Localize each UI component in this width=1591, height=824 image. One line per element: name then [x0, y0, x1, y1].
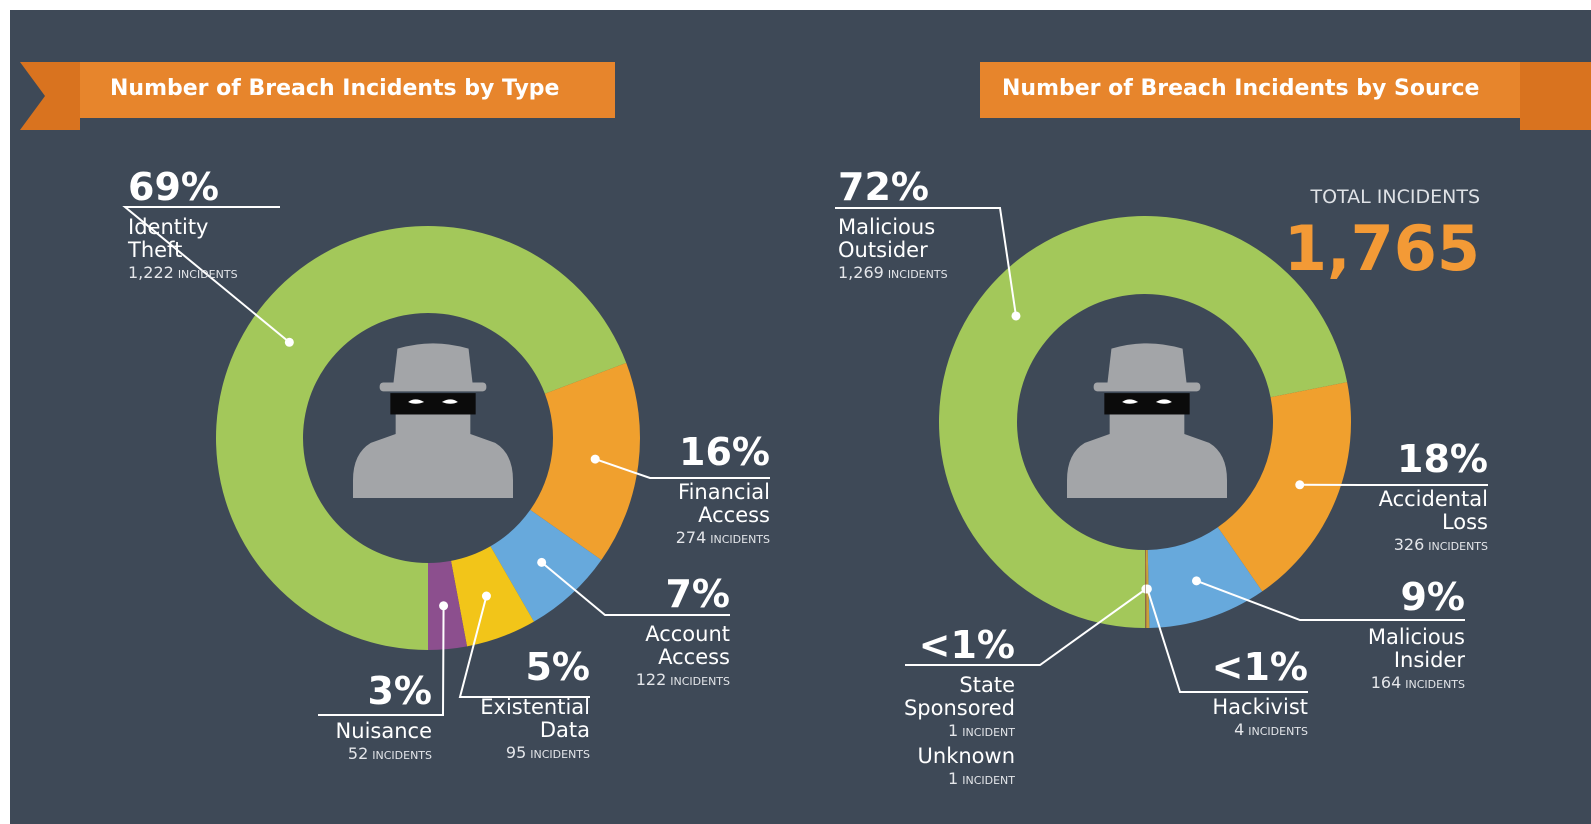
- percent-label: 69%: [128, 168, 238, 206]
- unit-label: INCIDENTS: [710, 533, 770, 546]
- value-label: 122: [636, 670, 667, 689]
- category-label: State Sponsored: [904, 674, 1015, 720]
- category-label: Hackivist: [1212, 696, 1308, 719]
- category-label: Identity Theft: [128, 216, 208, 262]
- value-label: 326: [1394, 535, 1425, 554]
- value-label: 52: [348, 744, 368, 763]
- count-label: 1 INCIDENT: [918, 771, 1015, 787]
- value-label: 274: [676, 528, 707, 547]
- category-label: Unknown: [918, 745, 1015, 768]
- total-title: TOTAL INCIDENTS: [1310, 188, 1480, 207]
- value-label: 4: [1234, 720, 1244, 739]
- percent-label: 3%: [336, 672, 432, 710]
- value-label: 1: [948, 721, 958, 740]
- category-label: Financial Access: [678, 481, 770, 527]
- leader-dot: [439, 601, 448, 610]
- count-label: 95 INCIDENTS: [480, 745, 590, 761]
- percent-label: 9%: [1368, 578, 1465, 616]
- value-label: 95: [506, 743, 526, 762]
- category-label: Account Access: [645, 623, 730, 669]
- count-label: 4 INCIDENTS: [1212, 722, 1308, 738]
- category-label: Malicious Outsider: [838, 216, 935, 262]
- value-label: 1: [948, 769, 958, 788]
- chart-canvas: [0, 0, 1591, 824]
- total-value: 1,765: [1284, 218, 1480, 280]
- category-label: Accidental Loss: [1379, 488, 1488, 534]
- unit-label: INCIDENTS: [372, 749, 432, 762]
- percent-label: 5%: [480, 648, 590, 686]
- unit-label: INCIDENTS: [888, 268, 948, 281]
- count-label: 1 INCIDENT: [904, 723, 1015, 739]
- leader-dot: [591, 455, 600, 464]
- count-label: 52 INCIDENTS: [336, 746, 432, 762]
- percent-label: 18%: [1379, 440, 1488, 478]
- unit-label: INCIDENTS: [1428, 540, 1488, 553]
- unit-label: INCIDENTS: [530, 748, 590, 761]
- percent-label: 16%: [676, 433, 770, 471]
- ribbon-tail: [1520, 62, 1591, 130]
- category-label: Existential Data: [480, 696, 590, 742]
- count-label: 1,222 INCIDENTS: [128, 265, 238, 281]
- value-label: 1,222: [128, 263, 174, 282]
- unit-label: INCIDENTS: [670, 675, 730, 688]
- percent-label: 72%: [838, 168, 948, 206]
- unit-label: INCIDENTS: [178, 268, 238, 281]
- leader-dot: [482, 592, 491, 601]
- leader-dot: [1295, 480, 1304, 489]
- leader-dot: [1141, 584, 1150, 593]
- percent-label: 7%: [636, 575, 730, 613]
- percent-label: <1%: [1212, 648, 1308, 686]
- leader-dot: [285, 338, 294, 347]
- chart-title: Number of Breach Incidents by Source: [1002, 76, 1479, 101]
- leader-dot: [1011, 311, 1020, 320]
- value-label: 164: [1371, 673, 1402, 692]
- percent-label: <1%: [904, 626, 1015, 664]
- unit-label: INCIDENT: [962, 726, 1015, 739]
- value-label: 1,269: [838, 263, 884, 282]
- leader-dot: [1192, 576, 1201, 585]
- count-label: 1,269 INCIDENTS: [838, 265, 948, 281]
- leader-dot: [537, 558, 546, 567]
- category-label: Nuisance: [336, 720, 432, 743]
- unit-label: INCIDENT: [962, 774, 1015, 787]
- unit-label: INCIDENTS: [1405, 678, 1465, 691]
- unit-label: INCIDENTS: [1248, 725, 1308, 738]
- category-label: Malicious Insider: [1368, 626, 1465, 672]
- chart-title: Number of Breach Incidents by Type: [110, 76, 559, 101]
- infographic: Number of Breach Incidents by Type Numbe…: [0, 0, 1591, 824]
